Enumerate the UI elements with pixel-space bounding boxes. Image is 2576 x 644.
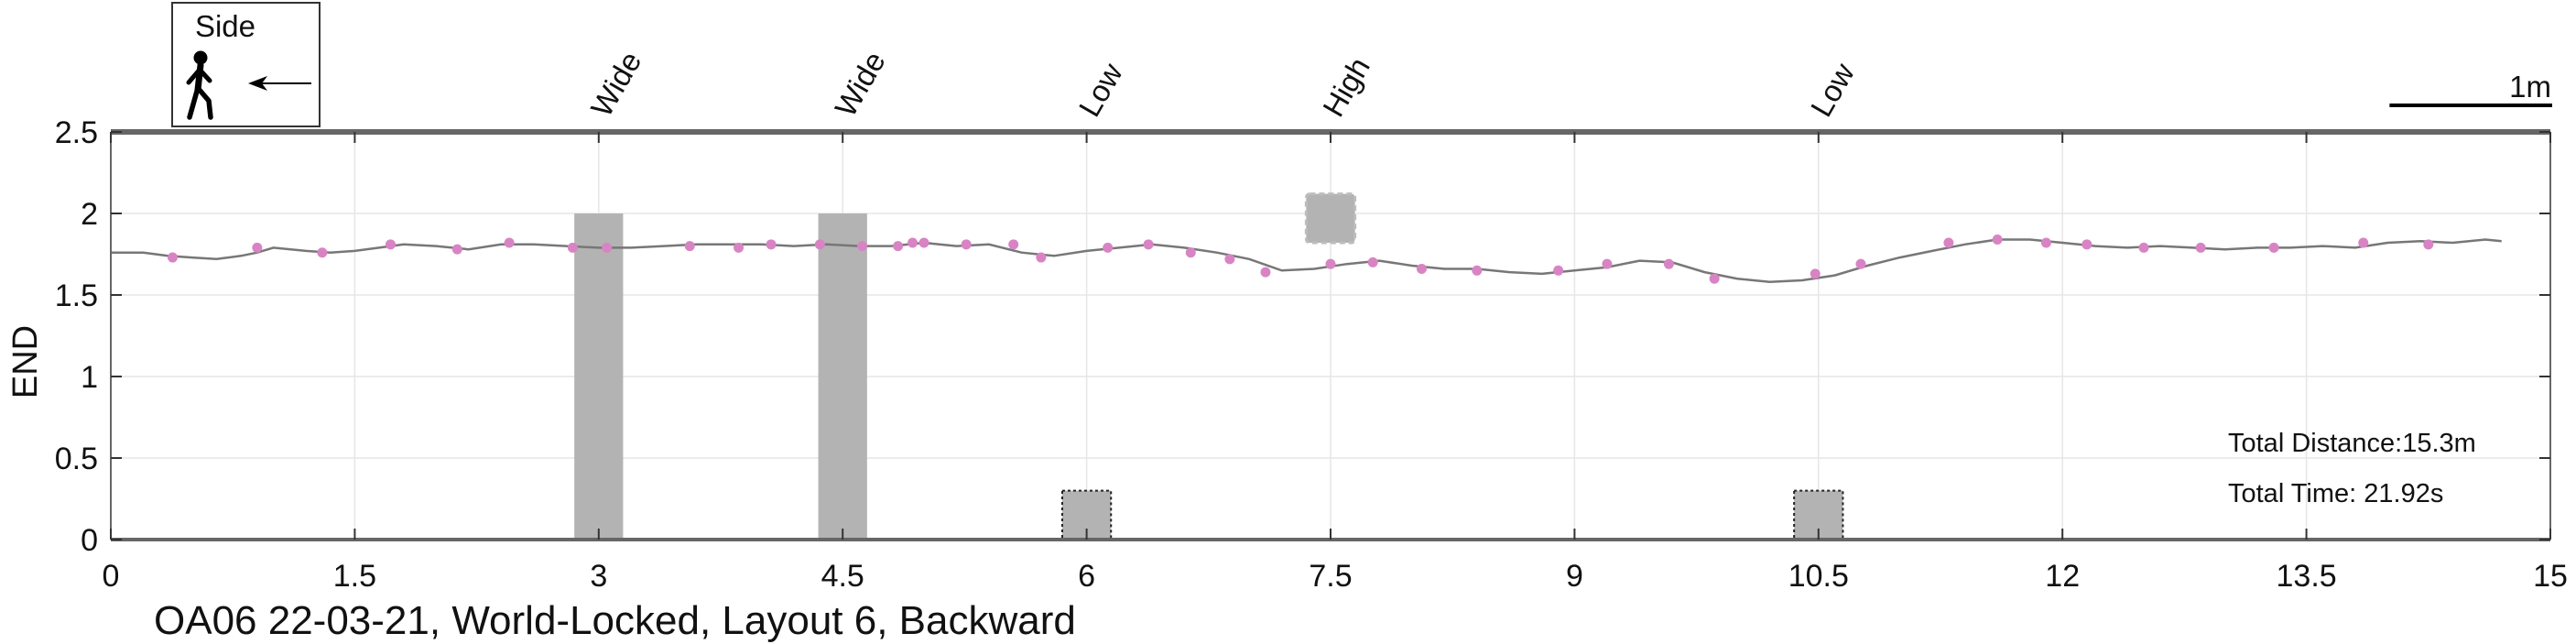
y-tick-label: 2.5 (55, 115, 98, 150)
walking-person-icon (186, 50, 213, 120)
step-marker (317, 247, 328, 258)
x-tick-label: 10.5 (1788, 559, 1849, 594)
step-marker (684, 241, 695, 252)
scale-bar: 1m (2389, 70, 2552, 107)
obstacle-wide-0 (574, 213, 624, 540)
step-marker (908, 237, 918, 248)
step-marker (1103, 242, 1114, 253)
step-marker (1855, 258, 1866, 269)
y-tick-label: 1 (81, 360, 98, 395)
step-marker (2138, 242, 2149, 253)
step-marker (2081, 239, 2092, 250)
step-marker (167, 252, 178, 263)
step-marker (504, 237, 515, 248)
legend-label: Side (195, 9, 255, 43)
step-marker (893, 241, 904, 252)
obstacle-label: High (1316, 51, 1376, 122)
obstacle-label: Low (1804, 57, 1861, 122)
axes (110, 129, 2551, 541)
obstacles (574, 192, 1844, 540)
x-tick-label: 12 (2045, 559, 2080, 594)
obstacle-label: Wide (828, 46, 892, 123)
step-marker (1472, 265, 1483, 276)
x-tick-label: 0 (103, 559, 120, 594)
step-marker (1224, 254, 1235, 265)
x-tick-label: 4.5 (821, 559, 864, 594)
y-tick-label: 0.5 (55, 442, 98, 476)
step-marker (2358, 237, 2369, 248)
x-tick-label: 6 (1078, 559, 1095, 594)
scale-bar-label: 1m (2509, 70, 2551, 104)
step-marker (2195, 242, 2206, 253)
step-marker (1260, 267, 1271, 278)
step-marker (1036, 252, 1047, 263)
x-tick-label: 13.5 (2277, 559, 2337, 594)
y-tick-label: 1.5 (55, 278, 98, 313)
x-tick-label: 7.5 (1309, 559, 1352, 594)
step-marker (734, 242, 745, 253)
step-marker (1416, 264, 1427, 275)
step-marker (1185, 247, 1196, 258)
obstacle-wide-1 (818, 213, 867, 540)
obstacle-label: Wide (584, 46, 648, 123)
step-marker (602, 242, 613, 253)
total-distance: Total Distance:15.3m (2228, 429, 2476, 458)
left-arrow-icon (248, 76, 311, 91)
step-marker (1992, 234, 2003, 245)
step-marker (252, 242, 263, 253)
x-tick-label: 1.5 (333, 559, 376, 594)
step-marker (1008, 239, 1019, 250)
total-time: Total Time: 21.92s (2228, 479, 2443, 508)
obstacle-labels: Wide Wide Low High Low (584, 46, 1861, 123)
step-marker (1663, 258, 1674, 269)
step-marker (766, 239, 777, 250)
step-marker (1367, 257, 1378, 267)
step-marker (1143, 239, 1154, 250)
step-marker (1325, 258, 1336, 269)
step-marker (857, 241, 868, 252)
legend-box: Side (171, 2, 321, 127)
step-marker (451, 244, 462, 255)
step-marker (1943, 237, 1954, 248)
y-tick-label: 2 (81, 197, 98, 232)
step-marker (2040, 237, 2051, 248)
step-marker (1602, 258, 1613, 269)
step-marker (567, 242, 578, 253)
x-tick-label: 9 (1566, 559, 1583, 594)
chart-title: OA06 22-03-21, World-Locked, Layout 6, B… (154, 598, 1076, 643)
step-marker (918, 237, 929, 248)
step-markers (167, 234, 2434, 284)
y-tick-labels: 0 0.5 1 1.5 2 2.5 (55, 115, 98, 558)
step-marker (1553, 265, 1564, 276)
step-marker (1810, 268, 1821, 279)
step-marker (1709, 273, 1720, 284)
x-tick-labels: 0 1.5 3 4.5 6 7.5 9 10.5 12 13.5 15 (103, 559, 2568, 594)
step-marker (2423, 239, 2434, 250)
step-marker (385, 239, 396, 250)
obstacle-label: Low (1072, 57, 1129, 122)
obstacle-high-3 (1304, 192, 1357, 245)
y-axis-label: END (6, 325, 45, 398)
step-marker (2268, 242, 2279, 253)
step-marker (961, 239, 972, 250)
y-tick-label: 0 (81, 523, 98, 558)
trajectory-line (111, 238, 2502, 284)
step-marker (814, 239, 825, 250)
x-tick-label: 3 (590, 559, 607, 594)
x-tick-label: 15 (2533, 559, 2568, 594)
